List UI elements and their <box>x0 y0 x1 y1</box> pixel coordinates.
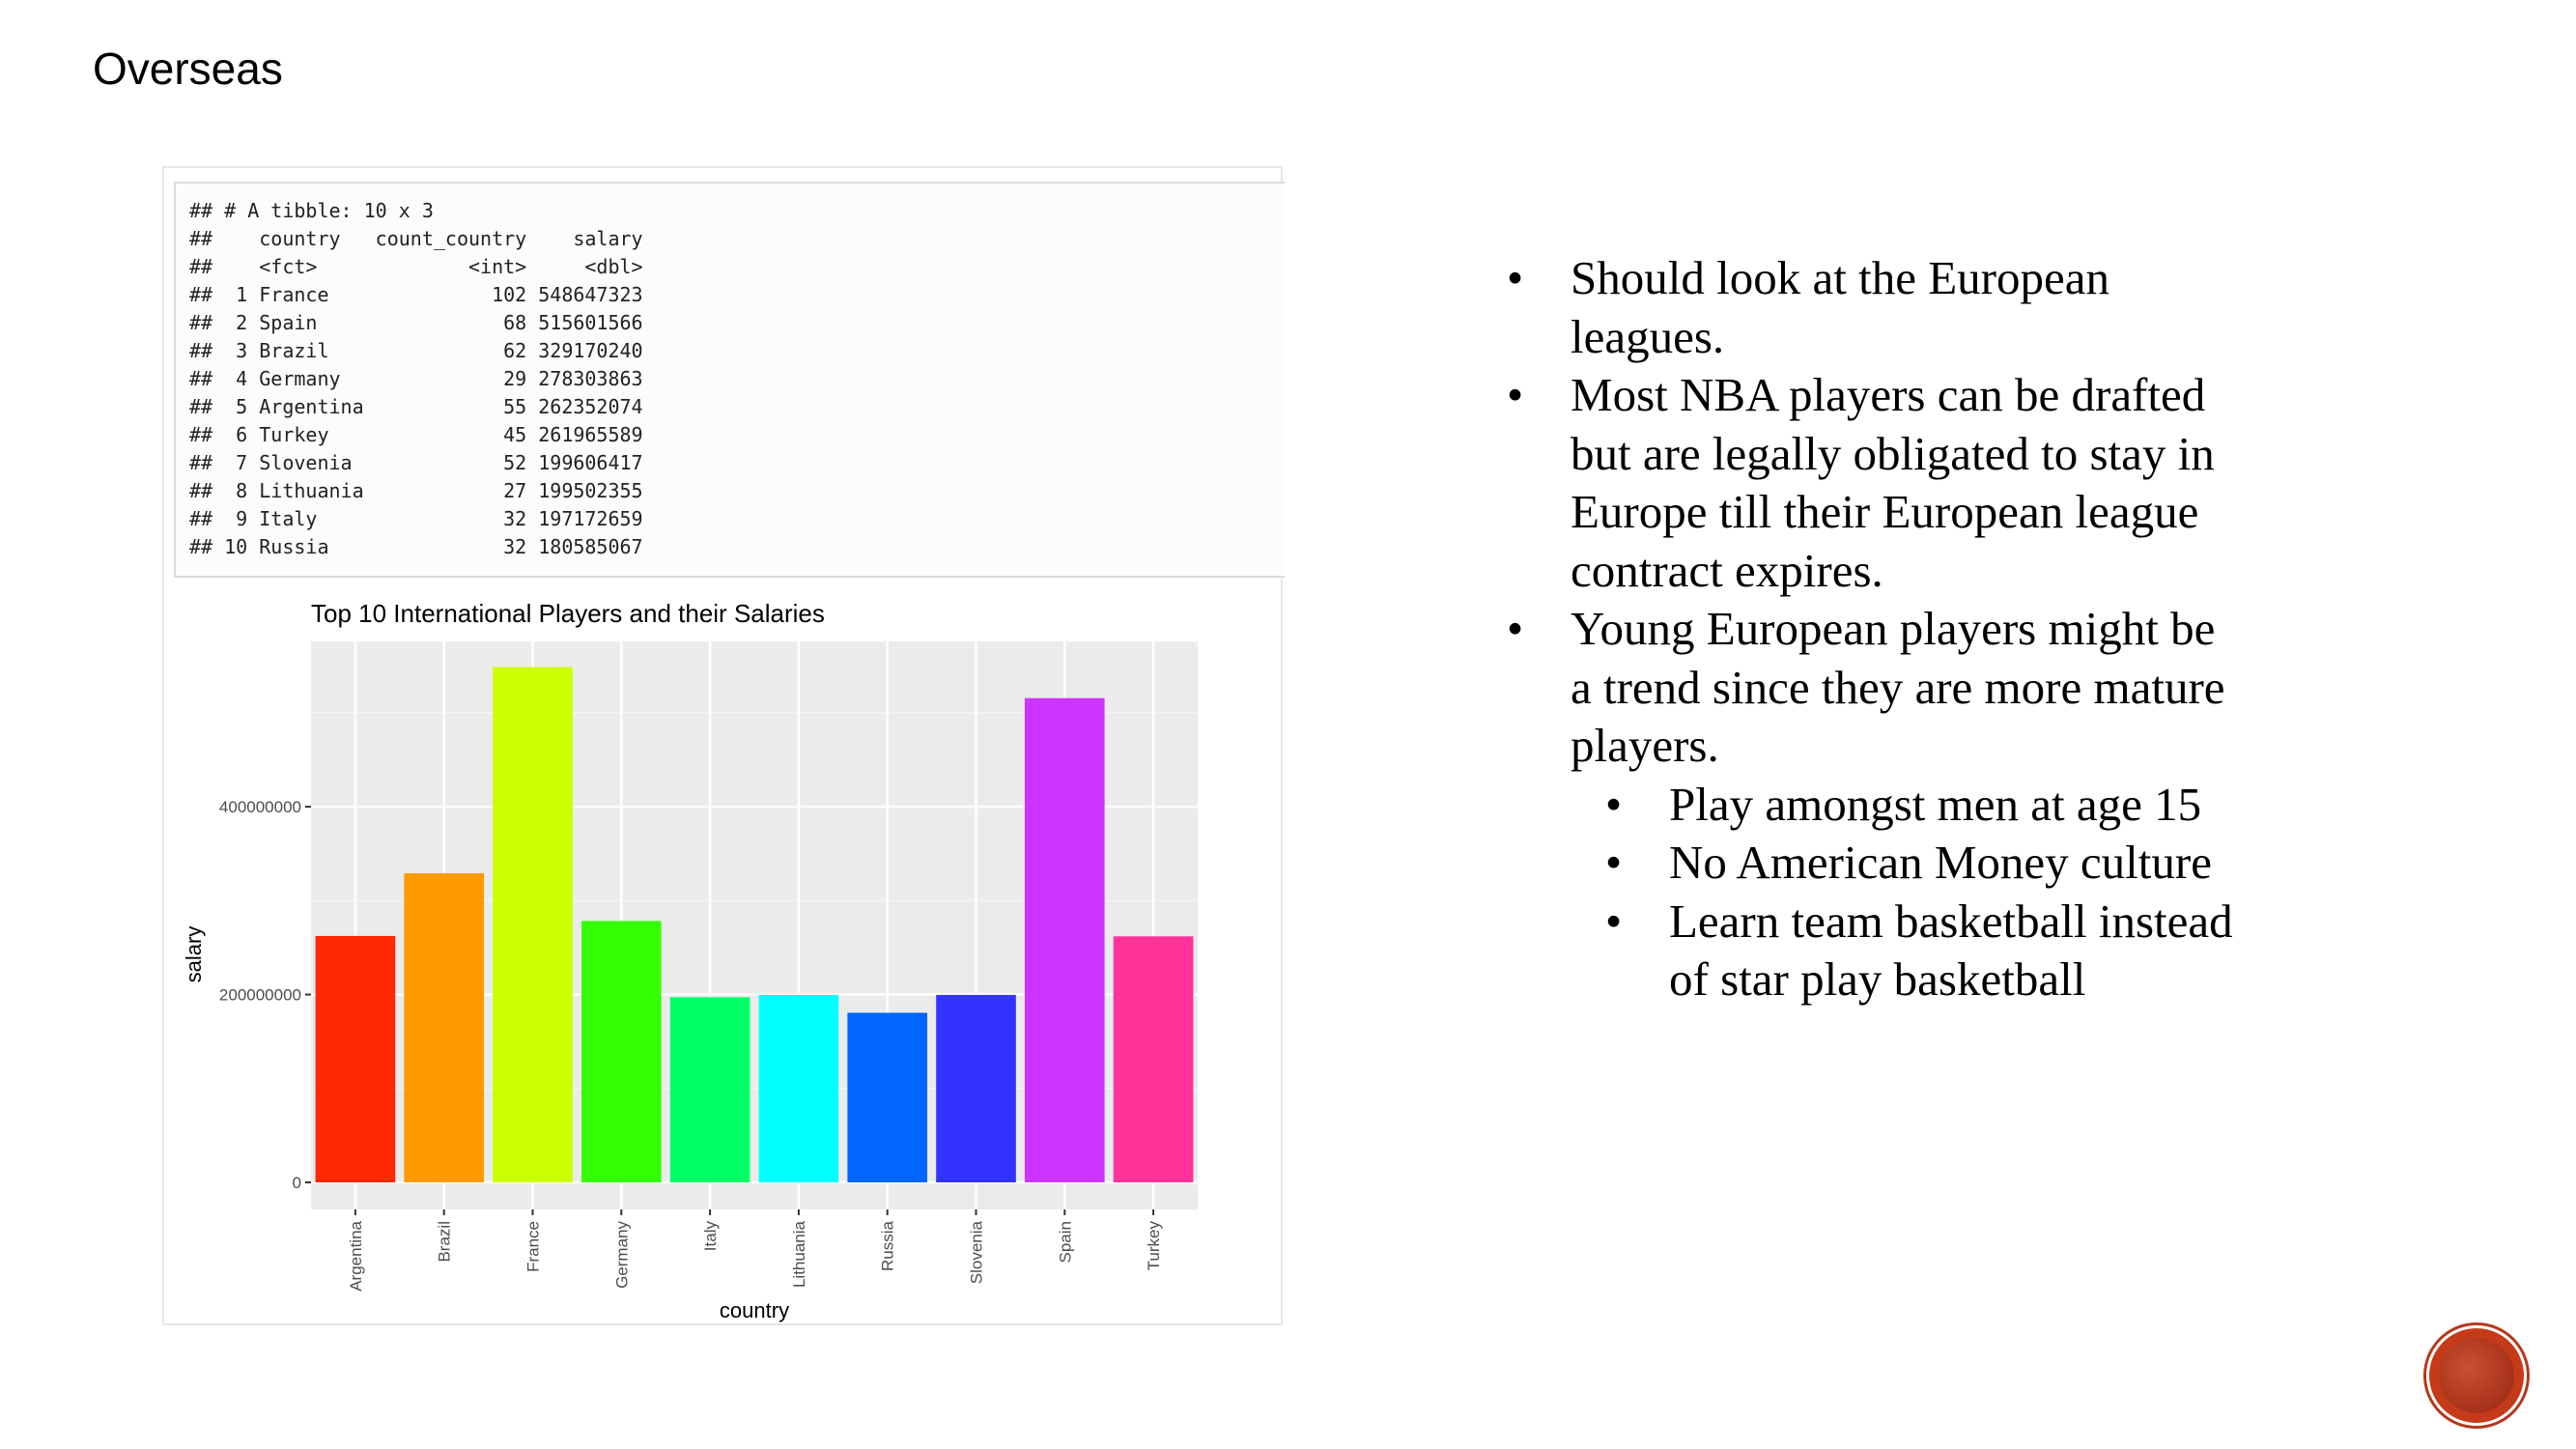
console-line: ## 2 Spain 68 515601566 <box>189 311 643 334</box>
bar-italy <box>669 997 750 1182</box>
console-line: ## 4 Germany 29 278303863 <box>189 367 643 390</box>
y-axis-title: salary <box>182 926 206 983</box>
y-tick-label: 200000000 <box>219 986 301 1005</box>
console-line: ## 7 Slovenia 52 199606417 <box>189 451 643 474</box>
x-tick-label: Germany <box>612 1221 631 1289</box>
bullet-item: Most NBA players can be drafted but are … <box>1507 366 2241 600</box>
sub-bullet-item: Learn team basketball instead of star pl… <box>1605 893 2241 1009</box>
bar-slovenia <box>936 994 1016 1182</box>
red-circle-seal-icon <box>2426 1325 2527 1426</box>
r-console-output: ## # A tibble: 10 x 3 ## country count_c… <box>174 182 1285 578</box>
y-tick-label: 400000000 <box>219 798 301 816</box>
console-line: ## <fct> <int> <dbl> <box>189 255 643 278</box>
bar-lithuania <box>758 995 839 1182</box>
bar-russia <box>847 1012 928 1182</box>
bullet-item: Young European players might be a trend … <box>1507 600 2241 1009</box>
bar-germany <box>580 921 662 1182</box>
x-tick-label: Brazil <box>436 1221 454 1263</box>
console-line: ## 3 Brazil 62 329170240 <box>189 339 643 362</box>
bar-brazil <box>404 872 485 1182</box>
slide-title: Overseas <box>93 43 283 94</box>
x-tick-label: Slovenia <box>968 1220 986 1284</box>
x-tick-label: France <box>524 1221 543 1272</box>
bar-spain <box>1024 697 1105 1182</box>
chart-title: Top 10 International Players and their S… <box>311 599 825 628</box>
sub-bullet-item: No American Money culture <box>1605 834 2241 893</box>
y-tick-label: 0 <box>293 1174 301 1192</box>
console-line: ## 8 Lithuania 27 199502355 <box>189 479 643 502</box>
x-tick-label: Argentina <box>347 1220 365 1291</box>
console-line: ## 5 Argentina 55 262352074 <box>189 395 643 418</box>
bullet-item: Should look at the European leagues. <box>1507 249 2241 366</box>
salary-bar-chart: 0 200000000 400000000 Argentina Brazil France… <box>182 599 1198 1322</box>
console-line: ## 6 Turkey 45 261965589 <box>189 423 643 446</box>
console-line: ## 9 Italy 32 197172659 <box>189 507 643 530</box>
x-axis-title: country <box>720 1298 789 1322</box>
console-line: ## 1 France 102 548647323 <box>189 283 643 306</box>
sub-bullet-list: Play amongst men at age 15 No American M… <box>1571 776 2241 1009</box>
sub-bullet-item: Play amongst men at age 15 <box>1605 776 2241 835</box>
bullet-item-text: Young European players might be a trend … <box>1571 602 2225 772</box>
x-tick-label: Italy <box>701 1221 720 1252</box>
bar-france <box>493 667 573 1182</box>
x-tick-label: Lithuania <box>790 1220 808 1288</box>
x-tick-label: Spain <box>1056 1221 1074 1263</box>
console-line: ## country count_country salary <box>189 227 643 250</box>
console-line: ## # A tibble: 10 x 3 <box>189 199 434 222</box>
bullet-list: Should look at the European leagues. Mos… <box>1507 249 2241 1009</box>
x-tick-label: Russia <box>879 1220 897 1271</box>
bar-turkey <box>1113 936 1194 1182</box>
console-line: ## 10 Russia 32 180585067 <box>189 535 643 558</box>
console-text: ## # A tibble: 10 x 3 ## country count_c… <box>189 197 1285 561</box>
bar-argentina <box>315 935 396 1182</box>
x-tick-label: Turkey <box>1145 1221 1163 1271</box>
